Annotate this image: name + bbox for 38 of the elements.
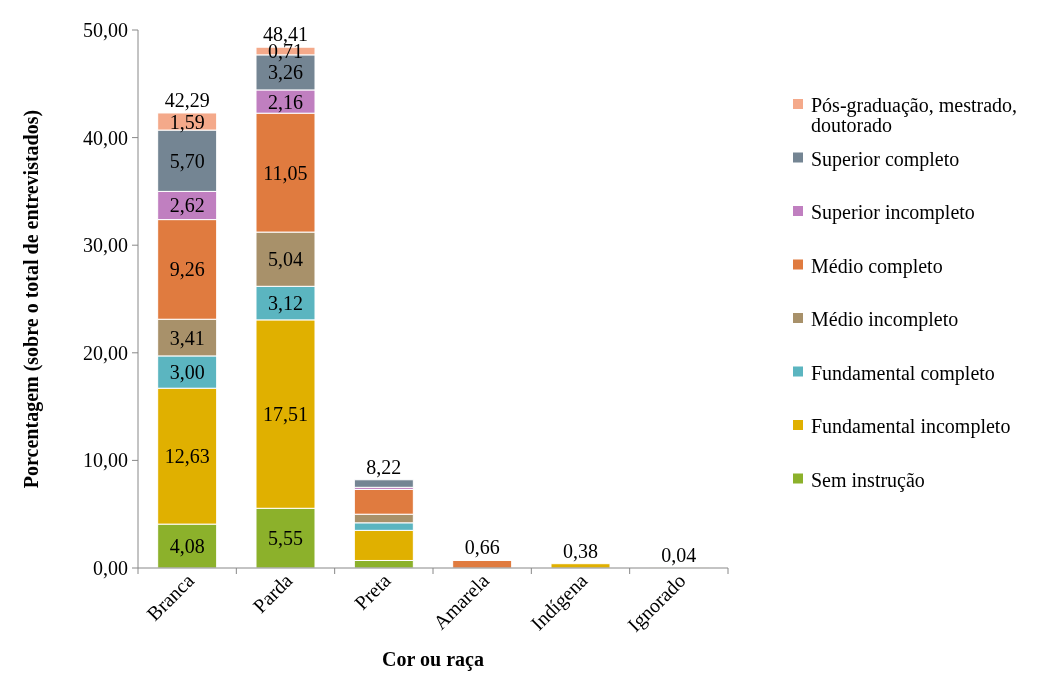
legend-label: Pós-graduação, mestrado, doutorado	[811, 94, 1018, 136]
y-tick-label: 20,00	[83, 341, 128, 364]
data-label: 9,26	[169, 258, 205, 281]
x-tick-label: Preta	[350, 569, 395, 614]
legend-label: Fundamental incompleto	[811, 415, 1011, 438]
data-label: 3,12	[268, 292, 303, 315]
legend-label: Médio incompleto	[811, 308, 959, 331]
legend-label: Fundamental completo	[811, 361, 995, 385]
total-label: 0,04	[661, 543, 697, 566]
data-label: 17,51	[263, 403, 308, 426]
legend-label: Superior incompleto	[811, 201, 975, 224]
data-label: 2,62	[169, 194, 205, 217]
data-label: 1,59	[169, 110, 205, 133]
y-tick-label: 0,00	[93, 557, 128, 579]
y-tick-label: 10,00	[83, 449, 128, 472]
total-label: 0,66	[464, 536, 500, 559]
data-label: 5,70	[169, 149, 205, 172]
data-label: 3,26	[268, 61, 303, 84]
y-tick-label: 50,00	[83, 19, 128, 41]
data-label: 2,16	[268, 90, 303, 113]
total-label: 0,38	[563, 539, 598, 562]
data-label: 11,05	[263, 161, 308, 184]
legend-label: Médio completo	[811, 254, 943, 278]
data-label: 4,08	[169, 535, 205, 558]
bar	[353, 479, 414, 488]
data-label: 12,63	[164, 445, 210, 468]
x-axis-title: Cor ou raça	[382, 648, 484, 671]
data-label: 5,04	[268, 248, 303, 271]
y-tick-label: 30,00	[83, 234, 128, 257]
data-label: 5,55	[268, 527, 303, 550]
total-label: 8,22	[366, 455, 402, 478]
y-axis-title: Porcentagem (sobre o total de entrevistados)	[20, 109, 43, 489]
y-tick-label: 40,00	[83, 126, 128, 149]
legend-label: Sem instrução	[811, 468, 925, 492]
data-label: 3,00	[169, 361, 205, 384]
data-label: 3,41	[169, 326, 205, 349]
legend-label: Superior completo	[811, 147, 960, 171]
total-label: 42,29	[164, 88, 210, 111]
